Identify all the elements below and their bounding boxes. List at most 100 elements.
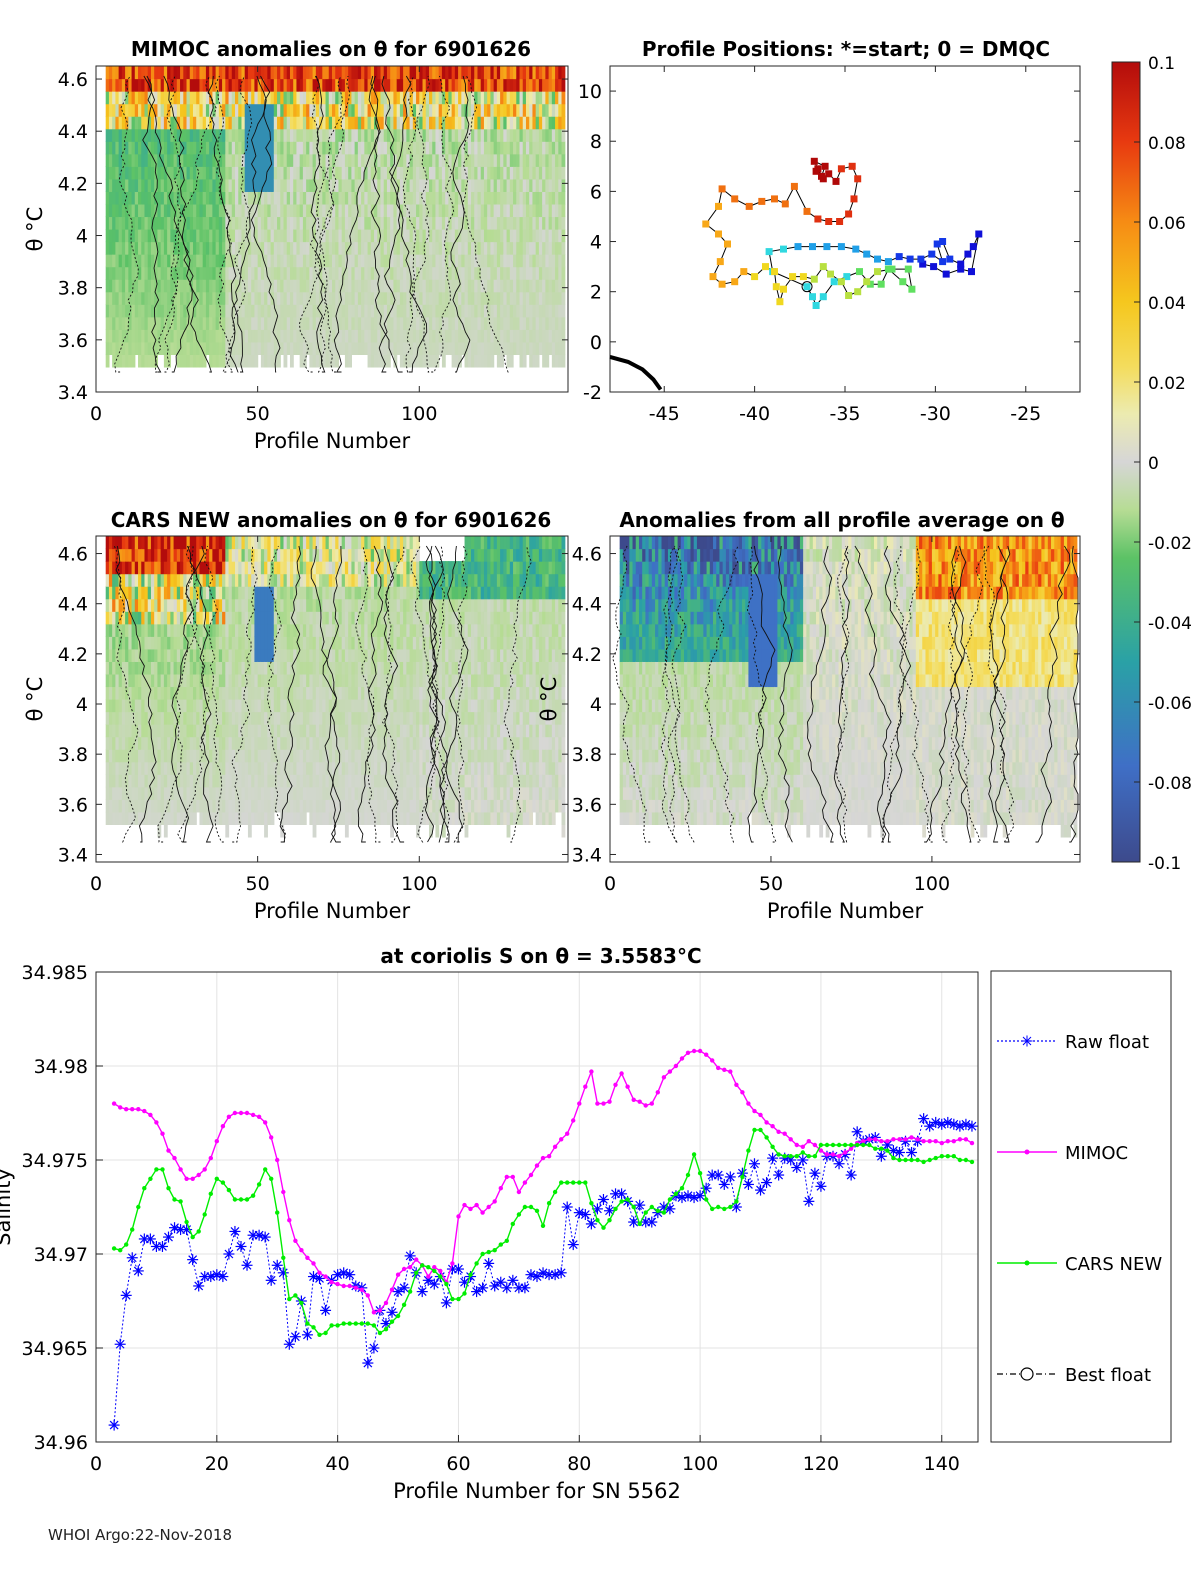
heatmap-cell — [277, 749, 281, 763]
heatmap-cell — [383, 216, 388, 230]
heatmap-cell — [280, 103, 285, 117]
heatmap-cell — [348, 241, 352, 255]
heatmap-cell — [231, 573, 236, 587]
heatmap-cell — [322, 216, 327, 230]
heatmap-cell — [247, 673, 252, 688]
heatmap-cell — [283, 536, 288, 550]
heatmap-cell — [147, 229, 152, 243]
heatmap-cell — [483, 178, 488, 192]
heatmap-cell — [189, 548, 194, 562]
heatmap-cell — [131, 191, 136, 205]
heatmap-cell — [277, 561, 281, 575]
heatmap-cell — [241, 736, 246, 750]
heatmap-cell — [141, 811, 146, 825]
profile-position-marker — [780, 285, 787, 293]
heatmap-cell — [108, 216, 113, 230]
heatmap-cell — [170, 141, 175, 155]
heatmap-cell — [131, 736, 136, 750]
heatmap-cell — [144, 611, 149, 625]
heatmap-cell — [445, 266, 449, 280]
heatmap-cell — [183, 341, 188, 355]
heatmap-cell — [264, 648, 268, 662]
heatmap-cell — [419, 316, 424, 330]
heatmap-cell — [157, 761, 162, 775]
heatmap-cell — [183, 586, 188, 600]
heatmap-cell — [525, 291, 530, 305]
heatmap-cell — [513, 304, 517, 318]
heatmap-cell — [186, 573, 191, 587]
heatmap-cell — [335, 103, 340, 117]
heatmap-cell — [335, 166, 340, 180]
heatmap-cell — [380, 329, 385, 343]
heatmap-cell — [529, 203, 534, 218]
heatmap-cell — [273, 786, 278, 800]
heatmap-cell — [370, 241, 375, 255]
heatmap-cell — [238, 699, 243, 713]
heatmap-cell — [150, 116, 155, 130]
heatmap-cell — [209, 661, 213, 675]
heatmap-cell — [299, 811, 304, 825]
heatmap-cell — [270, 266, 275, 280]
heatmap-cell — [244, 736, 249, 750]
heatmap-cell — [260, 66, 265, 80]
heatmap-cell — [154, 191, 159, 205]
heatmap-cell — [361, 304, 365, 318]
heatmap-cell — [154, 66, 159, 80]
heatmap-cell — [299, 636, 304, 650]
heatmap-cell — [519, 254, 524, 268]
heatmap-cell — [180, 316, 184, 330]
heatmap-cell — [150, 66, 155, 80]
heatmap-cell — [254, 548, 259, 562]
heatmap-cell — [112, 673, 116, 688]
heatmap-cell — [154, 153, 159, 167]
heatmap-cell — [209, 279, 213, 293]
heatmap-cell — [186, 724, 191, 738]
heatmap-cell — [163, 586, 168, 600]
heatmap-cell — [377, 141, 382, 155]
heatmap-cell — [112, 229, 116, 243]
heatmap-cell — [183, 749, 188, 763]
heatmap-cell — [561, 153, 566, 167]
heatmap-cell — [503, 266, 508, 280]
heatmap-cell — [513, 316, 517, 330]
heatmap-cell — [370, 354, 375, 368]
heatmap-cell — [493, 229, 498, 243]
heatmap-cell — [108, 153, 113, 167]
heatmap-cell — [202, 598, 207, 612]
heatmap-cell — [183, 786, 188, 800]
heatmap-cell — [141, 291, 146, 305]
profile-position-marker — [702, 220, 710, 228]
heatmap-cell — [377, 241, 382, 255]
heatmap-cell — [425, 91, 430, 105]
heatmap-cell — [163, 254, 168, 268]
heatmap-cell — [112, 686, 116, 700]
heatmap-cell — [134, 191, 139, 205]
heatmap-cell — [322, 191, 327, 205]
heatmap-cell — [312, 279, 317, 293]
heatmap-cell — [529, 103, 534, 117]
heatmap-cell — [529, 116, 534, 130]
heatmap-cell — [538, 191, 543, 205]
heatmap-cell — [267, 623, 272, 637]
heatmap-cell — [357, 291, 362, 305]
heatmap-cell — [383, 203, 388, 218]
heatmap-cell — [160, 699, 165, 713]
heatmap-cell — [425, 354, 430, 368]
heatmap-cell — [170, 203, 175, 218]
heatmap-cell — [141, 229, 146, 243]
heatmap-cell — [244, 699, 249, 713]
heatmap-cell — [192, 341, 197, 355]
heatmap-cell — [419, 203, 424, 218]
heatmap-cell — [480, 178, 485, 192]
heatmap-cell — [386, 329, 391, 343]
heatmap-cell — [364, 103, 369, 117]
heatmap-cell — [451, 153, 456, 167]
heatmap-cell — [176, 736, 181, 750]
heatmap-cell — [235, 229, 239, 243]
heatmap-cell — [448, 91, 453, 105]
heatmap-cell — [306, 191, 310, 205]
heatmap-cell — [141, 749, 146, 763]
heatmap-cell — [189, 116, 194, 130]
heatmap-cell — [215, 166, 220, 180]
heatmap-cell — [225, 561, 230, 575]
